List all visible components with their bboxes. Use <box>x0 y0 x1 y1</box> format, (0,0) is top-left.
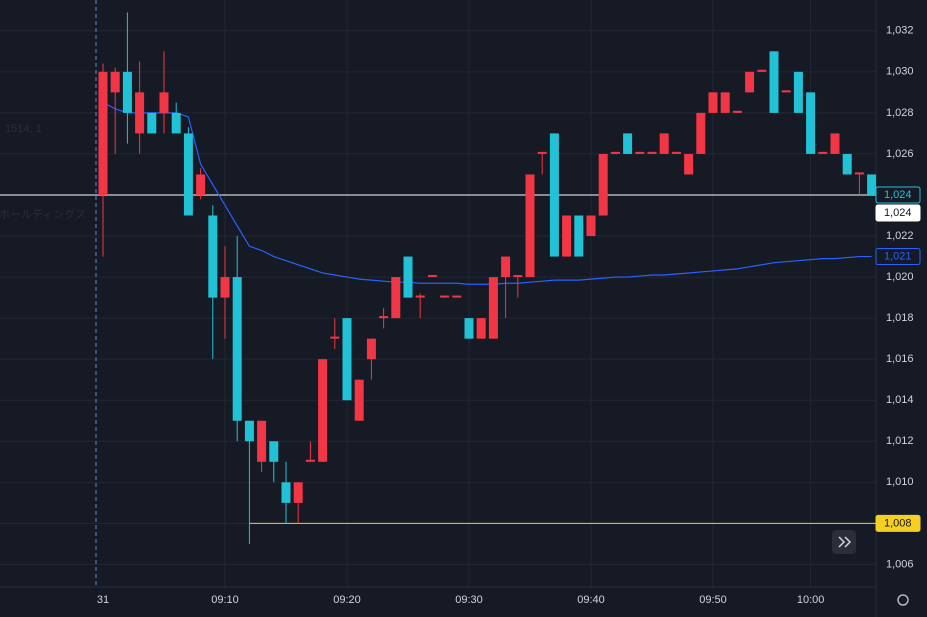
scroll-button[interactable] <box>832 530 856 554</box>
candle-body <box>452 295 462 298</box>
x-tick-label: 09:20 <box>333 594 361 606</box>
candle-body <box>305 459 315 462</box>
candle-body <box>647 151 657 154</box>
candle-body <box>269 441 279 462</box>
candle-body <box>549 133 559 257</box>
candle-body <box>659 133 669 154</box>
price-badge-label: 1,024 <box>884 189 912 201</box>
x-tick-label: 09:40 <box>577 594 605 606</box>
candle-body <box>98 71 108 195</box>
candle-body <box>281 482 291 503</box>
y-tick-label: 1,032 <box>886 25 914 37</box>
x-tick-label: 31 <box>97 594 109 606</box>
candle-body <box>745 71 755 93</box>
candle-body <box>562 215 572 257</box>
candle-body <box>830 133 840 154</box>
candle-body <box>220 277 230 298</box>
candle-body <box>403 256 413 298</box>
candle-body <box>757 69 767 72</box>
candle-body <box>525 174 535 278</box>
watermark-symbol: 1514, 1 <box>5 123 42 135</box>
candle-body <box>793 71 803 113</box>
candle-body <box>623 133 633 154</box>
price-badge <box>875 514 921 532</box>
candle-body <box>415 295 425 298</box>
candle-body <box>366 338 376 360</box>
price-badge-label: 1,008 <box>884 517 912 529</box>
x-tick-label: 10:00 <box>797 594 825 606</box>
candle-body <box>135 92 145 134</box>
candle-body <box>696 112 706 154</box>
candle-body <box>244 420 254 442</box>
candle-body <box>781 90 791 93</box>
candle-body <box>867 174 877 195</box>
candle-body <box>391 277 401 319</box>
scroll-icon[interactable] <box>838 536 852 548</box>
candle-body <box>159 92 169 113</box>
candle-body <box>208 215 218 298</box>
candle-body <box>732 110 742 113</box>
candle-body <box>110 71 120 93</box>
candle-body <box>586 215 596 237</box>
y-tick-label: 1,016 <box>886 353 914 365</box>
price-badge-label: 1,024 <box>884 207 912 219</box>
candle-body <box>598 153 608 216</box>
candle-body <box>196 174 206 195</box>
candle-body <box>330 336 340 339</box>
candle-body <box>122 71 132 113</box>
x-tick-label: 09:50 <box>699 594 727 606</box>
candle-body <box>476 318 486 339</box>
y-tick-label: 1,020 <box>886 271 914 283</box>
y-tick-label: 1,010 <box>886 476 914 488</box>
candle-body <box>379 316 389 319</box>
candle-body <box>610 151 620 154</box>
y-tick-label: 1,018 <box>886 312 914 324</box>
y-tick-label: 1,022 <box>886 230 914 242</box>
y-tick-label: 1,012 <box>886 435 914 447</box>
candle-body <box>671 151 681 154</box>
y-tick-label: 1,030 <box>886 66 914 78</box>
price-badge <box>875 186 921 204</box>
candle-body <box>818 151 828 154</box>
candle-body <box>257 420 267 462</box>
y-tick-label: 1,006 <box>886 558 914 570</box>
candle-body <box>574 215 584 257</box>
candle-body <box>708 92 718 113</box>
candle-body <box>806 92 816 154</box>
candle-body <box>147 112 157 134</box>
candle-body <box>464 318 474 339</box>
candle-body <box>354 379 364 421</box>
candle-body <box>769 51 779 113</box>
candle-body <box>293 482 303 503</box>
candle-body <box>684 153 694 175</box>
candle-body <box>501 256 511 278</box>
y-tick-label: 1,028 <box>886 107 914 119</box>
candle-body <box>183 133 193 216</box>
price-badge <box>875 248 921 266</box>
candle-body <box>842 153 852 175</box>
candle-body <box>854 172 864 175</box>
candle-body <box>171 112 181 134</box>
candle-body <box>720 92 730 113</box>
candle-body <box>513 275 523 278</box>
candle-body <box>318 359 328 462</box>
y-tick-label: 1,026 <box>886 148 914 160</box>
candle-body <box>488 277 498 339</box>
settings-icon[interactable] <box>897 594 909 606</box>
price-badge-label: 1,021 <box>884 250 912 262</box>
candle-body <box>440 295 450 298</box>
candle-body <box>232 277 242 421</box>
watermark-name: 石ホールディングス <box>0 207 86 221</box>
candle-body <box>537 151 547 154</box>
y-tick-label: 1,014 <box>886 394 914 406</box>
candle-body <box>342 318 352 401</box>
x-tick-label: 09:10 <box>211 594 239 606</box>
candle-body <box>635 151 645 154</box>
x-tick-label: 09:30 <box>455 594 483 606</box>
candle-body <box>427 275 437 278</box>
price-badge <box>875 204 921 222</box>
vwap-line <box>102 102 872 285</box>
settings-button[interactable] <box>897 594 909 606</box>
